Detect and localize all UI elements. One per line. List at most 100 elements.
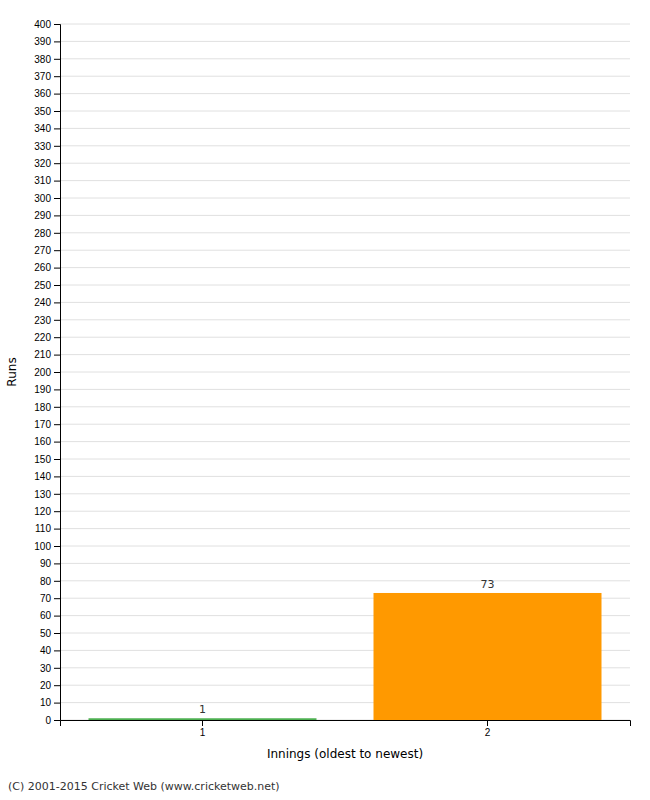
grid-line [60, 546, 630, 547]
grid-line [60, 285, 630, 286]
grid-line [60, 511, 630, 512]
grid-line [60, 24, 630, 25]
y-tick-mark [54, 546, 60, 547]
y-tick: 140 [34, 471, 60, 482]
y-tick: 400 [34, 19, 60, 30]
grid [60, 24, 630, 720]
grid-line [60, 250, 630, 251]
y-tick: 190 [34, 384, 60, 395]
y-tick-mark [54, 302, 60, 303]
grid-line [60, 93, 630, 94]
y-tick: 170 [34, 419, 60, 430]
y-tick: 230 [34, 315, 60, 326]
grid-line [60, 528, 630, 529]
grid-line [60, 493, 630, 494]
y-tick-label: 20 [40, 680, 52, 691]
x-tick: 2 [485, 720, 491, 738]
data-label: 1 [199, 703, 206, 716]
grid-line [60, 424, 630, 425]
y-tick: 60 [40, 610, 60, 621]
y-tick-mark [54, 250, 60, 251]
y-tick-mark [54, 459, 60, 460]
y-tick-mark [54, 720, 60, 721]
data-label: 73 [481, 578, 495, 591]
y-axis-line [54, 25, 61, 721]
y-tick-mark [54, 476, 60, 477]
y-tick-label: 240 [34, 297, 51, 308]
y-tick-mark [54, 76, 60, 77]
y-tick-mark [54, 128, 60, 129]
y-tick-label: 200 [34, 367, 51, 378]
y-tick-mark [54, 407, 60, 408]
y-tick-mark [54, 59, 60, 60]
y-tick-mark [54, 337, 60, 338]
y-tick: 220 [34, 332, 60, 343]
grid-line [60, 180, 630, 181]
grid-line [60, 58, 630, 59]
y-tick: 330 [34, 141, 60, 152]
grid-line [60, 372, 630, 373]
y-tick-mark [54, 389, 60, 390]
y-tick-mark [54, 581, 60, 582]
y-tick-label: 280 [34, 228, 51, 239]
y-tick-label: 100 [34, 541, 51, 552]
y-tick-mark [54, 650, 60, 651]
x-tick-label: 2 [485, 727, 491, 738]
x-axis-line [61, 721, 631, 727]
y-tick-mark [54, 668, 60, 669]
y-tick-mark [54, 285, 60, 286]
grid-line [60, 302, 630, 303]
y-tick: 200 [34, 367, 60, 378]
y-tick-label: 110 [35, 523, 51, 534]
grid-line [60, 337, 630, 338]
y-tick: 370 [34, 71, 60, 82]
y-tick: 350 [34, 106, 60, 117]
y-tick: 290 [34, 210, 60, 221]
grid-line [60, 198, 630, 199]
y-tick-mark [54, 215, 60, 216]
y-tick-label: 400 [34, 19, 51, 30]
y-tick-label: 310 [34, 175, 51, 186]
y-tick-mark [54, 24, 60, 25]
y-tick: 150 [34, 454, 60, 465]
grid-line [60, 163, 630, 164]
y-tick: 210 [34, 349, 60, 360]
y-tick-mark [54, 685, 60, 686]
grid-line [60, 232, 630, 233]
y-tick-mark [54, 181, 60, 182]
y-tick-label: 30 [40, 663, 52, 674]
y-tick-label: 10 [40, 697, 52, 708]
y-tick: 20 [40, 680, 60, 691]
y-tick: 110 [35, 523, 60, 534]
grid-line [60, 128, 630, 129]
y-tick-label: 270 [34, 245, 51, 256]
y-tick-label: 40 [40, 645, 52, 656]
y-tick-label: 180 [34, 402, 51, 413]
y-tick-mark [54, 616, 60, 617]
y-tick-label: 70 [40, 593, 52, 604]
x-axis-title: Innings (oldest to newest) [267, 747, 423, 761]
y-tick: 40 [40, 645, 60, 656]
y-tick-label: 170 [34, 419, 51, 430]
y-tick-label: 300 [34, 193, 51, 204]
y-tick-label: 250 [34, 280, 51, 291]
grid-line [60, 41, 630, 42]
y-tick-label: 80 [40, 576, 52, 587]
y-tick: 130 [34, 489, 60, 500]
y-tick-mark [54, 41, 60, 42]
y-tick-label: 380 [34, 54, 51, 65]
y-tick-mark [54, 320, 60, 321]
y-tick: 340 [34, 123, 60, 134]
y-tick-label: 260 [34, 262, 51, 273]
grid-line [60, 580, 630, 581]
y-tick-label: 210 [34, 349, 51, 360]
y-tick-mark [54, 633, 60, 634]
grid-line [60, 319, 630, 320]
y-tick: 300 [34, 193, 60, 204]
y-tick-mark [54, 94, 60, 95]
y-tick: 160 [34, 436, 60, 447]
grid-line [60, 215, 630, 216]
x-tick: 1 [200, 720, 206, 738]
y-tick: 320 [34, 158, 60, 169]
grid-line [60, 476, 630, 477]
